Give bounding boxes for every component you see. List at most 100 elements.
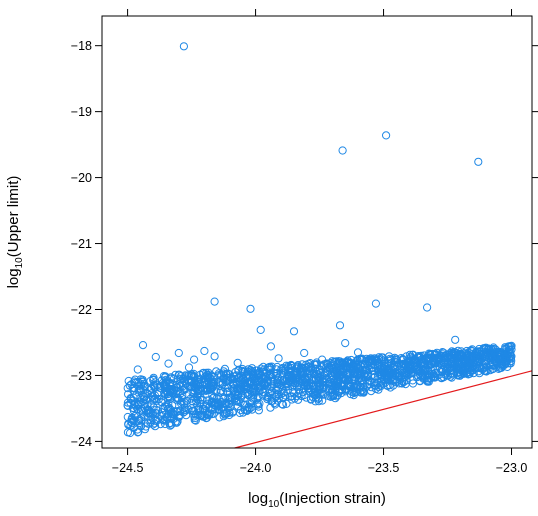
scatter-point — [475, 352, 484, 361]
scatter-point — [319, 380, 328, 389]
scatter-point — [457, 370, 466, 379]
scatter-point — [290, 373, 299, 383]
scatter-point — [184, 363, 194, 372]
scatter-point — [459, 356, 468, 365]
scatter-point — [364, 356, 373, 365]
scatter-point — [150, 419, 159, 428]
scatter-point — [147, 384, 156, 393]
scatter-point — [235, 408, 244, 418]
scatter-point — [268, 396, 277, 405]
scatter-point — [408, 356, 417, 365]
scatter-point — [124, 376, 133, 386]
scatter-point — [274, 354, 283, 363]
scatter-point — [150, 383, 159, 392]
scatter-point — [378, 353, 387, 362]
scatter-point — [446, 372, 455, 381]
scatter-point — [294, 381, 303, 390]
scatter-point — [217, 398, 226, 407]
scatter-point — [158, 398, 167, 407]
scatter-point — [348, 376, 357, 385]
scatter-point — [292, 362, 302, 371]
scatter-points — [133, 42, 490, 374]
scatter-point — [506, 342, 516, 351]
scatter-point — [453, 368, 462, 377]
scatter-point — [362, 382, 371, 391]
scatter-point — [375, 353, 384, 362]
scatter-point — [328, 392, 337, 401]
scatter-point — [323, 367, 332, 376]
scatter-point — [255, 399, 264, 408]
scatter-point — [190, 355, 199, 364]
scatter-point — [390, 364, 399, 373]
scatter-point — [311, 385, 320, 394]
scatter-point — [496, 358, 505, 367]
scatter-point — [319, 390, 328, 399]
scatter-point — [176, 381, 185, 391]
scatter-point — [364, 376, 373, 385]
y-axis-ticks: −18 −19 −20 −21 −22 −23 −24 — [71, 39, 538, 449]
scatter-point — [273, 369, 282, 378]
scatter-point — [492, 357, 501, 366]
scatter-point — [277, 389, 286, 399]
scatter-point — [481, 362, 490, 371]
scatter-point — [156, 420, 165, 429]
scatter-point — [354, 365, 363, 374]
scatter-point — [130, 383, 139, 392]
scatter-point — [161, 419, 170, 429]
scatter-point — [239, 374, 248, 383]
scatter-point — [332, 392, 341, 401]
scatter-point — [375, 381, 385, 390]
scatter-point — [208, 381, 217, 390]
scatter-point — [202, 410, 212, 419]
x-axis-ticks: −24.5 −24.0 −23.5 −23.0 — [112, 9, 527, 475]
scatter-point — [279, 377, 288, 386]
scatter-point — [308, 389, 317, 398]
scatter-point — [222, 375, 231, 384]
scatter-point — [345, 359, 354, 368]
scatter-point — [470, 351, 479, 360]
scatter-point — [190, 415, 199, 425]
scatter-point — [337, 359, 346, 368]
scatter-point — [179, 374, 188, 383]
scatter-point — [394, 359, 403, 368]
scatter-point — [356, 388, 365, 397]
scatter-point — [292, 382, 301, 391]
scatter-point — [403, 361, 412, 370]
scatter-point — [251, 378, 260, 387]
scatter-point — [385, 381, 394, 390]
scatter-point — [436, 351, 445, 360]
scatter-point — [297, 392, 306, 401]
y-tick-label: −24 — [71, 435, 92, 449]
scatter-point — [496, 348, 505, 357]
scatter-point — [278, 366, 287, 375]
scatter-point — [353, 348, 363, 357]
scatter-point — [229, 379, 238, 389]
scatter-point — [181, 374, 190, 383]
scatter-point — [424, 349, 434, 358]
scatter-point — [379, 366, 388, 375]
scatter-point — [339, 380, 349, 389]
scatter-point — [126, 394, 135, 403]
scatter-point — [439, 358, 448, 367]
scatter-point — [468, 361, 477, 370]
scatter-point — [192, 397, 201, 406]
scatter-point — [324, 391, 333, 400]
scatter-point — [245, 403, 254, 412]
scatter-point — [328, 360, 337, 369]
scatter-point — [319, 361, 328, 370]
scatter-point — [133, 428, 142, 437]
scatter-point — [186, 372, 195, 381]
scatter-point — [287, 361, 296, 370]
scatter-point — [225, 399, 234, 408]
scatter-point — [465, 369, 474, 378]
scatter-point — [371, 299, 380, 308]
scatter-point — [196, 395, 205, 404]
scatter-point — [420, 351, 429, 360]
scatter-point — [395, 365, 404, 374]
dense-point-band — [123, 341, 516, 438]
scatter-point — [298, 360, 307, 369]
scatter-point — [338, 146, 347, 155]
scatter-point — [466, 366, 475, 375]
scatter-point — [208, 394, 217, 403]
scatter-point — [389, 381, 398, 390]
